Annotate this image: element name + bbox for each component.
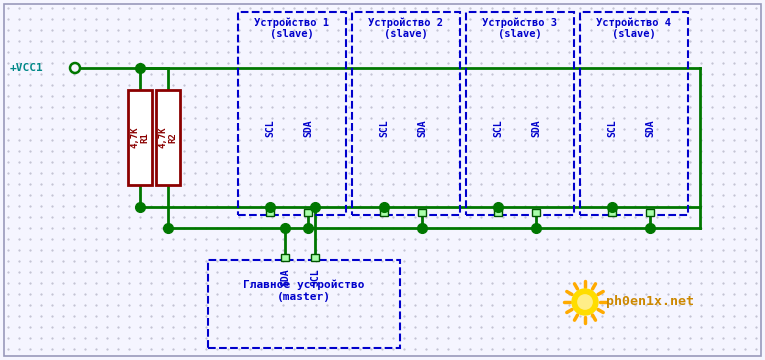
Text: SDA: SDA — [417, 120, 427, 137]
Text: Устройство 4
(slave): Устройство 4 (slave) — [597, 17, 672, 39]
Bar — [208, 260, 400, 348]
Text: SDA: SDA — [280, 268, 290, 286]
Text: SCL: SCL — [310, 268, 320, 286]
Bar — [311, 254, 319, 261]
Bar — [580, 12, 688, 215]
Bar — [418, 209, 426, 216]
Text: Устройство 1
(slave): Устройство 1 (slave) — [255, 17, 330, 39]
Text: Главное устройство
(master): Главное устройство (master) — [243, 280, 365, 302]
Bar — [608, 209, 617, 216]
Bar — [352, 12, 460, 215]
Text: SCL: SCL — [493, 120, 503, 137]
Text: Устройство 2
(slave): Устройство 2 (slave) — [369, 17, 444, 39]
Text: 4,7K
R1: 4,7K R1 — [130, 127, 150, 148]
Text: Устройство 3
(slave): Устройство 3 (slave) — [483, 17, 558, 39]
Text: SCL: SCL — [265, 120, 275, 137]
Text: SDA: SDA — [531, 120, 541, 137]
Circle shape — [578, 295, 592, 309]
Bar — [466, 12, 574, 215]
Bar — [156, 90, 180, 185]
Bar — [266, 209, 275, 216]
Bar — [304, 209, 312, 216]
Circle shape — [572, 289, 598, 315]
Text: +VCC1: +VCC1 — [10, 63, 44, 73]
Circle shape — [70, 63, 80, 73]
Bar — [532, 209, 540, 216]
Text: 4,7K
R2: 4,7K R2 — [158, 127, 177, 148]
Text: SCL: SCL — [607, 120, 617, 137]
Text: ph0en1x.net: ph0en1x.net — [606, 296, 694, 309]
Bar — [238, 12, 346, 215]
Text: SDA: SDA — [303, 120, 313, 137]
Bar — [380, 209, 389, 216]
Bar — [128, 90, 152, 185]
Text: SCL: SCL — [379, 120, 389, 137]
Text: SDA: SDA — [645, 120, 655, 137]
Bar — [281, 254, 289, 261]
Bar — [646, 209, 654, 216]
Bar — [494, 209, 503, 216]
